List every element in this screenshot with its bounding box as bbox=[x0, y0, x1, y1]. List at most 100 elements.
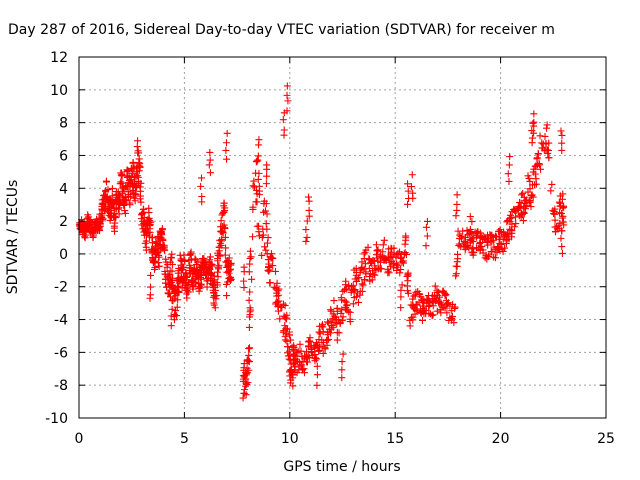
data-point bbox=[403, 282, 411, 290]
data-point bbox=[292, 358, 300, 366]
data-point bbox=[96, 227, 104, 235]
data-point-excursion bbox=[279, 116, 287, 124]
data-point-excursion bbox=[409, 194, 417, 202]
data-point bbox=[364, 243, 372, 251]
data-point-excursion bbox=[529, 119, 537, 127]
y-tick-label: -6 bbox=[54, 345, 68, 361]
y-tick-label: 4 bbox=[59, 181, 68, 197]
data-point bbox=[507, 214, 515, 222]
x-tick-label: 25 bbox=[597, 431, 615, 447]
data-point bbox=[221, 251, 229, 259]
data-point bbox=[339, 287, 347, 295]
data-point bbox=[461, 237, 469, 245]
data-point bbox=[215, 247, 223, 255]
data-point bbox=[215, 265, 223, 273]
data-point-excursion bbox=[135, 149, 143, 157]
data-point-excursion bbox=[246, 247, 254, 255]
data-point bbox=[374, 246, 382, 254]
data-point bbox=[483, 255, 491, 263]
data-point bbox=[151, 263, 159, 271]
x-tick-label: 10 bbox=[281, 431, 299, 447]
data-point bbox=[183, 286, 191, 294]
data-point bbox=[560, 221, 568, 229]
data-point-excursion bbox=[246, 313, 254, 321]
data-point bbox=[410, 292, 418, 300]
data-point bbox=[285, 347, 293, 355]
data-point bbox=[525, 174, 533, 182]
data-point bbox=[129, 169, 137, 177]
data-point bbox=[131, 190, 139, 198]
data-point bbox=[455, 240, 463, 248]
data-point bbox=[451, 304, 459, 312]
data-point bbox=[478, 242, 486, 250]
data-point bbox=[537, 165, 545, 173]
y-tick-label: 10 bbox=[50, 83, 68, 99]
data-point-excursion bbox=[254, 156, 262, 164]
data-point bbox=[245, 357, 253, 365]
data-point bbox=[557, 209, 565, 217]
data-point bbox=[96, 220, 104, 228]
data-point bbox=[497, 241, 505, 249]
data-point bbox=[137, 179, 145, 187]
data-point bbox=[246, 344, 254, 352]
data-point bbox=[270, 283, 278, 291]
data-point bbox=[415, 290, 423, 298]
data-point bbox=[454, 250, 462, 258]
data-point bbox=[254, 175, 262, 183]
y-tick-label: 8 bbox=[59, 116, 68, 132]
data-point-excursion bbox=[302, 237, 310, 245]
data-point bbox=[352, 271, 360, 279]
data-point bbox=[227, 261, 235, 269]
data-point bbox=[327, 329, 335, 337]
data-point bbox=[213, 281, 221, 289]
data-point bbox=[274, 307, 282, 315]
data-point bbox=[261, 243, 269, 251]
data-point bbox=[429, 302, 437, 310]
data-point bbox=[158, 226, 166, 234]
data-point-excursion bbox=[558, 146, 566, 154]
data-point bbox=[496, 239, 504, 247]
data-point bbox=[146, 228, 154, 236]
data-point bbox=[519, 189, 527, 197]
data-point bbox=[361, 248, 369, 256]
data-point-excursion bbox=[558, 139, 566, 147]
data-point bbox=[222, 280, 230, 288]
data-point-excursion bbox=[206, 148, 214, 156]
data-point bbox=[423, 295, 431, 303]
data-point bbox=[527, 203, 535, 211]
data-point bbox=[548, 180, 556, 188]
data-point bbox=[404, 289, 412, 297]
axis-ticks bbox=[78, 56, 607, 419]
data-point bbox=[167, 253, 175, 261]
data-point-excursion bbox=[558, 249, 566, 257]
data-point-excursion bbox=[263, 172, 271, 180]
data-point bbox=[335, 329, 343, 337]
data-point bbox=[551, 205, 559, 213]
data-point bbox=[111, 219, 119, 227]
data-point bbox=[112, 214, 120, 222]
data-point bbox=[173, 303, 181, 311]
data-point bbox=[197, 280, 205, 288]
data-point bbox=[428, 312, 436, 320]
data-point-excursion bbox=[245, 296, 253, 304]
data-point-excursion bbox=[452, 212, 460, 220]
data-point bbox=[249, 203, 257, 211]
data-point bbox=[218, 237, 226, 245]
data-point bbox=[538, 144, 546, 152]
data-point bbox=[501, 244, 509, 252]
data-point bbox=[476, 229, 484, 237]
data-point bbox=[396, 269, 404, 277]
data-point bbox=[393, 260, 401, 268]
data-point-excursion bbox=[240, 263, 248, 271]
data-point bbox=[263, 225, 271, 233]
data-point bbox=[84, 211, 92, 219]
data-point-excursion bbox=[283, 82, 291, 90]
data-point bbox=[545, 154, 553, 162]
x-tick-label: 0 bbox=[75, 431, 84, 447]
x-tick-label: 20 bbox=[492, 431, 510, 447]
data-point-excursion bbox=[198, 174, 206, 182]
data-point bbox=[407, 314, 415, 322]
data-point bbox=[390, 244, 398, 252]
data-point bbox=[429, 311, 437, 319]
data-point bbox=[183, 294, 191, 302]
